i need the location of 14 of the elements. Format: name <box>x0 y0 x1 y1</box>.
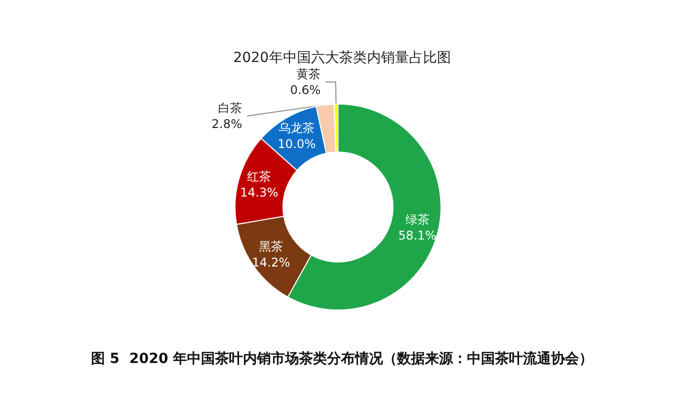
data-label: 10.0% <box>278 137 316 152</box>
slice-label: 红茶 <box>247 169 272 184</box>
caption: 图 5 2020 年中国茶叶内销市场茶类分布情况（数据来源：中国茶叶流通协会） <box>90 350 594 367</box>
data-label: 58.1% <box>398 228 436 243</box>
data-label: 0.6% <box>290 83 321 98</box>
data-label: 14.2% <box>252 255 290 270</box>
slice-label: 白茶 <box>218 101 242 116</box>
chart-title: 2020年中国六大茶类内销量占比图 <box>233 50 451 66</box>
slice-label: 乌龙茶 <box>278 121 315 136</box>
data-label: 14.3% <box>240 185 278 200</box>
data-label: 2.8% <box>212 117 242 132</box>
slice-label: 黑茶 <box>259 239 284 254</box>
slice-label: 绿茶 <box>405 212 430 227</box>
slice-label: 黄茶 <box>296 67 321 82</box>
